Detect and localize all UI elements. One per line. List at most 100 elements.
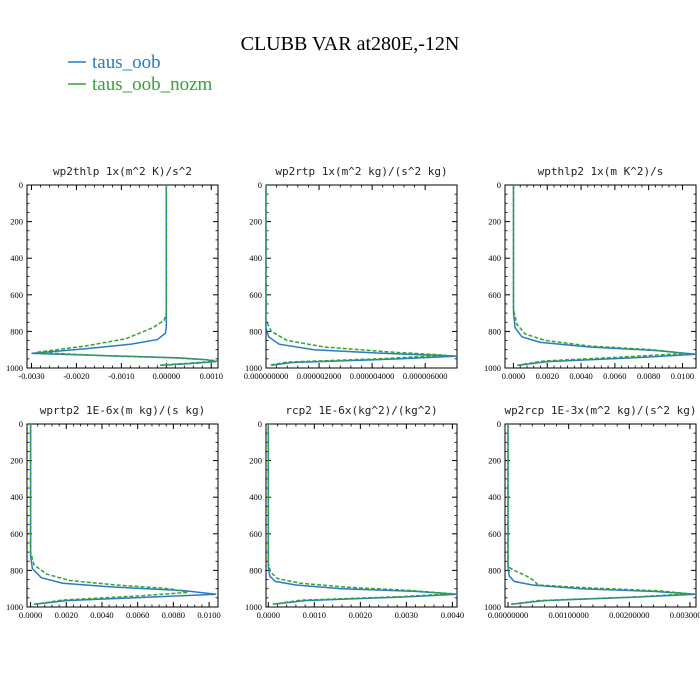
series-line-taus-oob-nozm [267,424,453,606]
y-tick-label: 0 [258,419,262,429]
x-tick-label: 0.0020 [536,371,559,381]
panel-title: wprtp2 1E-6x(m kg)/(s kg) [40,404,206,417]
plot-frame [265,423,458,608]
series-line-taus-oob [507,424,696,606]
panel-title: rcp2 1E-6x(kg^2)/(kg^2) [285,404,437,417]
panel-title: wpthlp2 1x(m K^2)/s [538,165,664,178]
panel-title: wp2thlp 1x(m^2 K)/s^2 [53,165,192,178]
x-tick-label: 0.0080 [162,610,185,620]
x-tick-label: 0.0040 [569,371,592,381]
y-tick-label: 400 [10,253,23,263]
panel-wp2rtp: wp2rtp 1x(m^2 kg)/(s^2 kg) 0 200 400 600 800 1… [244,165,458,381]
y-tick-label: 800 [10,326,23,336]
y-tick-label: 1000 [484,602,501,612]
y-tick-label: 0 [258,180,262,190]
legend-label-taus-oob-nozm: taus_oob_nozm [92,74,213,95]
y-tick-label: 600 [10,529,23,539]
y-tick-label: 1000 [484,363,501,373]
legend: taus_oob taus_oob_nozm [68,52,213,95]
legend-label-taus-oob: taus_oob [92,52,161,73]
x-tick-label: 0.0020 [349,610,372,620]
x-tick-label: 0.0040 [441,610,464,620]
y-tick-label: 200 [488,456,501,466]
x-tick-label: 0.0010 [303,610,326,620]
x-tick-label: 0.00000000 [488,610,528,620]
panel-wprtp2: wprtp2 1E-6x(m kg)/(s kg) 0 200 400 600 800 10… [6,404,221,620]
y-tick-label: 400 [488,492,501,502]
y-tick-label: 600 [249,529,262,539]
y-tick-label: 0 [19,180,23,190]
figure-title: CLUBB VAR at280E,-12N [241,33,460,55]
series-line-taus-oob-nozm [266,185,447,367]
y-tick-label: 1000 [6,602,23,612]
x-tick-label: 0.00200000 [609,610,649,620]
x-tick-label: 0.0080 [637,371,660,381]
panel-wp2rcp: wp2rcp 1E-3x(m^2 kg)/(s^2 kg)0 200 400 600 8… [484,404,700,620]
x-tick-label: -0.0020 [63,371,89,381]
x-tick-label: 0.000004000 [350,371,395,381]
x-tick-label: 0.000002000 [297,371,342,381]
y-tick-label: 200 [488,217,501,227]
y-tick-label: 0 [497,180,501,190]
series-line-taus-oob-nozm [507,424,690,606]
y-tick-label: 800 [488,326,501,336]
x-tick-label: 0.00100000 [548,610,588,620]
y-tick-label: 200 [249,217,262,227]
y-tick-label: 800 [249,565,262,575]
x-tick-label: 0.00300000 [670,610,700,620]
x-tick-label: 0.0100 [671,371,694,381]
x-tick-label: 0.0010 [200,371,223,381]
y-tick-label: 400 [488,253,501,263]
y-tick-label: 800 [249,326,262,336]
x-tick-label: 0.0040 [90,610,113,620]
y-tick-label: 200 [10,217,23,227]
series-line-taus-oob [512,185,696,367]
y-tick-label: 800 [10,565,23,575]
plot-frame [26,423,219,608]
series-line-taus-oob [266,185,457,367]
series-line-taus-oob-nozm [29,424,188,606]
x-tick-label: 0.0060 [126,610,149,620]
panels-grid: wp2thlp 1x(m^2 K)/s^202004006008001000-0… [6,165,700,620]
x-tick-label: 0.0000 [502,371,525,381]
series-line-taus-oob-nozm [35,185,218,367]
x-tick-label: 0.0030 [395,610,418,620]
y-tick-label: 600 [10,290,23,300]
x-tick-label: 0.000000000 [244,371,289,381]
y-tick-label: 0 [19,419,23,429]
x-tick-label: 0.0000 [257,610,280,620]
y-tick-label: 200 [249,456,262,466]
y-tick-label: 1000 [245,602,262,612]
y-tick-label: 400 [249,492,262,502]
x-tick-label: 0.00000 [153,371,181,381]
x-tick-label: 0.0100 [197,610,220,620]
x-tick-label: -0.0030 [18,371,44,381]
y-tick-label: 1000 [6,363,23,373]
series-line-taus-oob [31,185,216,367]
x-tick-label: 0.0020 [55,610,78,620]
series-line-taus-oob [267,424,457,606]
y-tick-label: 0 [497,419,501,429]
x-tick-label: -0.0010 [108,371,134,381]
y-tick-label: 400 [10,492,23,502]
x-tick-label: 0.000006000 [403,371,448,381]
y-tick-label: 1000 [245,363,262,373]
y-tick-label: 600 [488,529,501,539]
panel-rcp2: rcp2 1E-6x(kg^2)/(kg^2) 0 200 400 600 800 1000… [245,404,464,620]
plot-frame [504,423,697,608]
y-tick-label: 800 [488,565,501,575]
series-line-taus-oob-nozm [512,185,686,367]
y-tick-label: 600 [249,290,262,300]
panel-wpthlp2: wpthlp2 1x(m K^2)/s020040060080010000.00… [484,165,697,381]
plot-frame [265,184,458,369]
panel-title: wp2rtp 1x(m^2 kg)/(s^2 kg) [275,165,447,178]
y-tick-label: 600 [488,290,501,300]
x-tick-label: 0.0000 [19,610,42,620]
panel-wp2thlp: wp2thlp 1x(m^2 K)/s^202004006008001000-0… [6,165,223,381]
panel-title: wp2rcp 1E-3x(m^2 kg)/(s^2 kg) [504,404,696,417]
x-tick-label: 0.0060 [603,371,626,381]
y-tick-label: 200 [10,456,23,466]
plot-frame [26,184,219,369]
y-tick-label: 400 [249,253,262,263]
